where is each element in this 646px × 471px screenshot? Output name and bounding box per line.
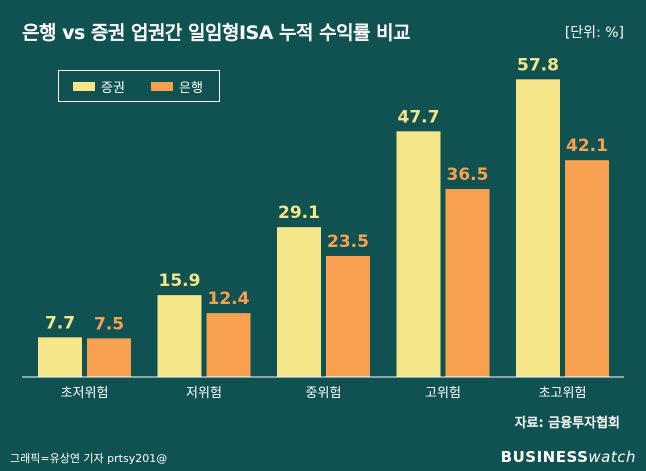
data-label-securities-0: 7.7 — [45, 313, 75, 333]
data-label-securities-3: 47.7 — [398, 107, 440, 127]
category-label-1: 저위험 — [186, 386, 222, 401]
bar-bank-1 — [206, 313, 251, 377]
category-label-0: 초저위험 — [61, 386, 109, 401]
legend-swatch-securities — [73, 81, 95, 91]
bar-bank-0 — [87, 338, 131, 377]
data-label-bank-2: 23.5 — [327, 232, 369, 252]
chart-title: 은행 vs 증권 업권간 일임형ISA 누적 수익률 비교 — [22, 22, 411, 44]
legend-label-bank: 은행 — [179, 80, 203, 96]
bar-securities-4 — [516, 79, 560, 377]
graphic-credit: 그래픽=유상연 기자 prtsy201@ — [10, 452, 168, 465]
legend: 증권 은행 — [58, 70, 220, 102]
bar-securities-3 — [396, 131, 441, 377]
data-label-securities-4: 57.8 — [517, 55, 559, 75]
legend-swatch-bank — [151, 81, 173, 91]
category-label-2: 중위험 — [306, 386, 342, 401]
source-note: 자료: 금융투자협회 — [514, 416, 620, 431]
bar-bank-2 — [326, 255, 370, 377]
data-label-bank-1: 12.4 — [208, 289, 250, 309]
data-label-bank-0: 7.5 — [94, 314, 124, 334]
data-label-securities-2: 29.1 — [278, 203, 320, 223]
legend-item-securities: 증권 — [73, 78, 125, 96]
bar-bank-3 — [445, 189, 490, 377]
legend-label-securities: 증권 — [101, 80, 125, 96]
category-label-4: 초고위험 — [539, 386, 587, 401]
unit-label: [단위: %] — [564, 25, 624, 41]
bar-securities-1 — [157, 295, 202, 377]
brand-sub: watch — [588, 448, 636, 466]
category-label-3: 고위험 — [425, 386, 461, 401]
legend-item-bank: 은행 — [151, 78, 203, 96]
data-label-bank-3: 36.5 — [447, 165, 489, 185]
bar-bank-4 — [565, 160, 609, 377]
bar-securities-2 — [277, 227, 321, 377]
data-label-bank-4: 42.1 — [566, 136, 608, 156]
brand-logo: BUSINESSwatch — [501, 448, 636, 466]
bar-securities-0 — [38, 337, 82, 377]
brand-main: BUSINESS — [500, 448, 589, 466]
data-label-securities-1: 15.9 — [159, 271, 201, 291]
